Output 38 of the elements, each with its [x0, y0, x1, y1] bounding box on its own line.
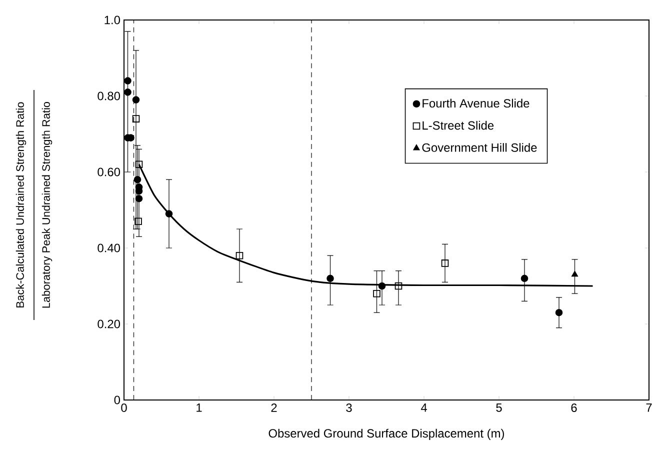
y-tick-label: 0.20	[98, 320, 120, 328]
point	[132, 115, 140, 122]
x-tick-label: 2	[271, 404, 277, 412]
point	[394, 282, 402, 290]
point	[441, 260, 449, 267]
x-axis-title: Observed Ground Surface Displacement (m)	[268, 428, 504, 440]
legend-label: L-Street Slide	[422, 120, 494, 130]
x-tick-label: 4	[420, 404, 427, 412]
x-tick-label: 3	[346, 404, 352, 412]
y-tick-label: 0	[114, 396, 120, 404]
legend-label: Government Hill Slide	[422, 143, 537, 152]
legend-label: Fourth Avenue Slide	[422, 98, 530, 108]
text: Back-Calculated Undrained Strength Ratio	[16, 102, 26, 308]
point	[236, 252, 244, 260]
point	[555, 308, 563, 316]
point	[326, 274, 334, 282]
point	[134, 218, 142, 226]
x-tick-label: 7	[646, 404, 652, 412]
y-tick-label: 0.80	[98, 92, 120, 100]
point	[378, 282, 386, 290]
point	[134, 176, 142, 184]
y-tick-label: 1.0	[104, 16, 120, 24]
x-tick-label: 5	[496, 404, 502, 412]
point	[572, 270, 578, 277]
point	[132, 96, 140, 104]
y-tick-label: 0.40	[98, 244, 120, 252]
x-tick-label: 6	[571, 404, 577, 412]
point	[373, 290, 380, 298]
point	[165, 210, 173, 218]
y-tick-label: 0.60	[98, 168, 120, 176]
point	[135, 160, 143, 168]
x-tick-label: 0	[121, 404, 127, 412]
x-tick-label: 1	[196, 404, 202, 412]
point	[124, 88, 132, 96]
point	[520, 274, 528, 282]
text: Laboratory Peak Undrained Strength Ratio	[42, 102, 52, 308]
point	[124, 77, 132, 84]
point	[135, 194, 143, 202]
